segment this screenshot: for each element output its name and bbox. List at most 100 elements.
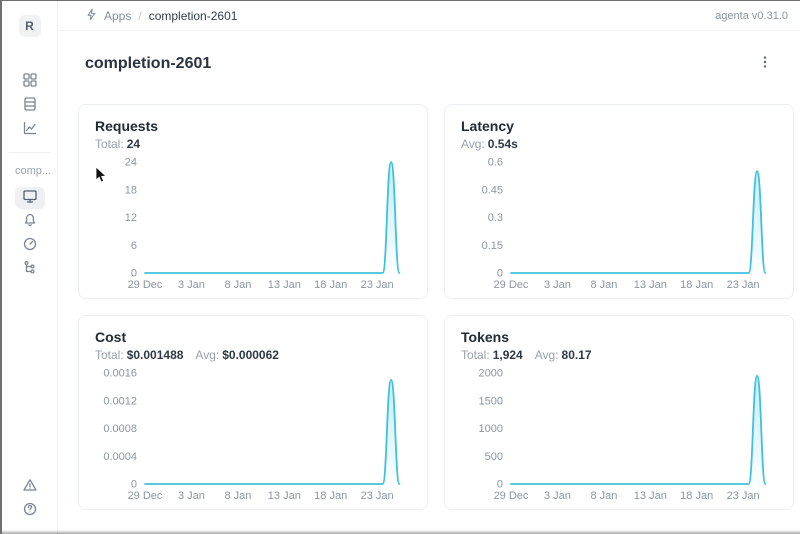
svg-text:23 Jan: 23 Jan bbox=[727, 279, 760, 291]
svg-text:3 Jan: 3 Jan bbox=[178, 490, 205, 502]
svg-text:29 Dec: 29 Dec bbox=[128, 490, 163, 502]
svg-text:0.0016: 0.0016 bbox=[103, 368, 137, 380]
latency-card: Latency Avg: 0.54s 0 0.15 0.3 0.45 0.6 29 Dec 3… bbox=[444, 104, 794, 299]
hierarchy-tree-icon bbox=[22, 260, 38, 281]
page-title: completion-2601 bbox=[85, 55, 212, 72]
card-title: Requests bbox=[95, 118, 159, 134]
mouse-cursor bbox=[95, 166, 109, 189]
svg-text:23 Jan: 23 Jan bbox=[361, 279, 394, 291]
svg-text:8 Jan: 8 Jan bbox=[590, 279, 617, 291]
svg-text:6: 6 bbox=[131, 240, 137, 252]
stat-avg: Avg: 80.17 bbox=[534, 348, 592, 362]
svg-text:0: 0 bbox=[497, 479, 503, 491]
card-title: Tokens bbox=[461, 329, 509, 345]
version-label: agenta v0.31.0 bbox=[715, 9, 788, 22]
svg-text:8 Jan: 8 Jan bbox=[224, 490, 251, 502]
tokens-card: Tokens Total: 1,924 Avg: 80.17 0 500 1000 150… bbox=[444, 315, 794, 510]
workspace-avatar[interactable]: R bbox=[18, 15, 41, 37]
card-title: Latency bbox=[461, 118, 514, 134]
stat-total: Total: 1,924 bbox=[461, 348, 523, 362]
breadcrumb-apps-link[interactable]: Apps bbox=[104, 8, 132, 23]
sidebar-item-apps[interactable] bbox=[15, 71, 45, 93]
svg-text:0: 0 bbox=[131, 268, 137, 280]
svg-text:12: 12 bbox=[125, 212, 137, 224]
stat-avg: Avg: 0.54s bbox=[461, 137, 518, 151]
svg-text:18 Jan: 18 Jan bbox=[680, 490, 713, 502]
svg-text:0.0004: 0.0004 bbox=[103, 451, 137, 463]
kebab-menu-icon bbox=[758, 55, 772, 74]
svg-text:18 Jan: 18 Jan bbox=[680, 279, 713, 291]
svg-text:0: 0 bbox=[131, 479, 137, 491]
monitor-icon bbox=[22, 188, 38, 209]
sidebar-item-overview[interactable] bbox=[14, 187, 45, 209]
svg-text:0.15: 0.15 bbox=[482, 240, 503, 252]
svg-text:0.6: 0.6 bbox=[488, 157, 503, 169]
sidebar-item-alerts[interactable] bbox=[15, 211, 45, 233]
help-circle-icon bbox=[22, 501, 38, 522]
svg-text:0.3: 0.3 bbox=[488, 212, 503, 224]
stat-total: Total: 24 bbox=[95, 137, 141, 151]
svg-text:23 Jan: 23 Jan bbox=[727, 490, 760, 502]
svg-text:24: 24 bbox=[125, 157, 137, 169]
sidebar-main-nav bbox=[15, 71, 45, 143]
bell-icon bbox=[22, 212, 38, 233]
svg-text:29 Dec: 29 Dec bbox=[494, 279, 529, 291]
current-app-label: comp... bbox=[15, 165, 52, 177]
svg-text:2000: 2000 bbox=[479, 368, 503, 380]
svg-text:18 Jan: 18 Jan bbox=[314, 279, 347, 291]
sidebar-footer bbox=[15, 476, 45, 524]
breadcrumb-separator: / bbox=[138, 8, 142, 23]
sidebar-item-feedback[interactable] bbox=[15, 476, 45, 498]
sidebar-item-traces[interactable] bbox=[15, 259, 45, 281]
svg-text:3 Jan: 3 Jan bbox=[544, 279, 571, 291]
window-bottom-edge bbox=[2, 530, 800, 534]
svg-text:18 Jan: 18 Jan bbox=[314, 490, 347, 502]
svg-text:13 Jan: 13 Jan bbox=[268, 490, 301, 502]
svg-text:0.0008: 0.0008 bbox=[103, 423, 137, 435]
line-chart-icon bbox=[22, 120, 38, 141]
sidebar: R bbox=[2, 1, 58, 534]
svg-text:0.45: 0.45 bbox=[482, 184, 503, 196]
svg-text:1000: 1000 bbox=[479, 423, 503, 435]
apps-grid-icon bbox=[22, 72, 38, 93]
main-content: completion-2601 Requests Total: 24 0 6 12 18… bbox=[58, 31, 800, 534]
svg-text:23 Jan: 23 Jan bbox=[361, 490, 394, 502]
gauge-icon bbox=[22, 236, 38, 257]
svg-text:0.0012: 0.0012 bbox=[103, 395, 137, 407]
svg-text:13 Jan: 13 Jan bbox=[634, 490, 667, 502]
cost-card: Cost Total: $0.001488 Avg: $0.000062 0 0.00… bbox=[78, 315, 428, 510]
svg-text:8 Jan: 8 Jan bbox=[590, 490, 617, 502]
svg-text:8 Jan: 8 Jan bbox=[224, 279, 251, 291]
metrics-grid: Requests Total: 24 0 6 12 18 24 29 Dec 3 Jan 8 J… bbox=[78, 104, 794, 510]
stat-avg: Avg: $0.000062 bbox=[195, 348, 279, 362]
svg-text:29 Dec: 29 Dec bbox=[128, 279, 163, 291]
sidebar-item-observability[interactable] bbox=[15, 119, 45, 141]
sidebar-divider bbox=[8, 152, 51, 153]
requests-chart: 0 6 12 18 24 29 Dec 3 Jan 8 Jan 13 Jan 18 Jan 23 J… bbox=[95, 155, 411, 298]
svg-text:1500: 1500 bbox=[479, 395, 503, 407]
lightning-bolt-icon bbox=[85, 8, 104, 24]
svg-text:3 Jan: 3 Jan bbox=[178, 279, 205, 291]
tokens-chart: 0 500 1000 1500 2000 29 Dec 3 Jan 8 Jan 13 Jan 18… bbox=[461, 366, 777, 509]
sidebar-item-datasets[interactable] bbox=[15, 95, 45, 117]
requests-card: Requests Total: 24 0 6 12 18 24 29 Dec 3 Jan 8 J… bbox=[78, 104, 428, 299]
svg-text:18: 18 bbox=[125, 184, 137, 196]
sidebar-item-dashboard[interactable] bbox=[15, 235, 45, 257]
stat-total: Total: $0.001488 bbox=[95, 348, 184, 362]
svg-text:3 Jan: 3 Jan bbox=[544, 490, 571, 502]
database-icon bbox=[22, 96, 38, 117]
sidebar-item-help[interactable] bbox=[15, 500, 45, 522]
svg-text:0: 0 bbox=[497, 268, 503, 280]
cost-chart: 0 0.0004 0.0008 0.0012 0.0016 29 Dec 3 Jan 8 Ja… bbox=[95, 366, 411, 509]
svg-text:13 Jan: 13 Jan bbox=[268, 279, 301, 291]
breadcrumb-current: completion-2601 bbox=[148, 8, 238, 23]
card-title: Cost bbox=[95, 329, 127, 345]
more-options-button[interactable] bbox=[754, 53, 776, 75]
breadcrumb: Apps / completion-2601 bbox=[85, 8, 237, 24]
svg-text:500: 500 bbox=[485, 451, 503, 463]
sidebar-app-nav bbox=[14, 187, 45, 283]
svg-text:13 Jan: 13 Jan bbox=[634, 279, 667, 291]
topbar: Apps / completion-2601 agenta v0.31.0 bbox=[58, 1, 800, 31]
svg-text:29 Dec: 29 Dec bbox=[494, 490, 529, 502]
latency-chart: 0 0.15 0.3 0.45 0.6 29 Dec 3 Jan 8 Jan 13 Jan 18 … bbox=[461, 155, 777, 298]
